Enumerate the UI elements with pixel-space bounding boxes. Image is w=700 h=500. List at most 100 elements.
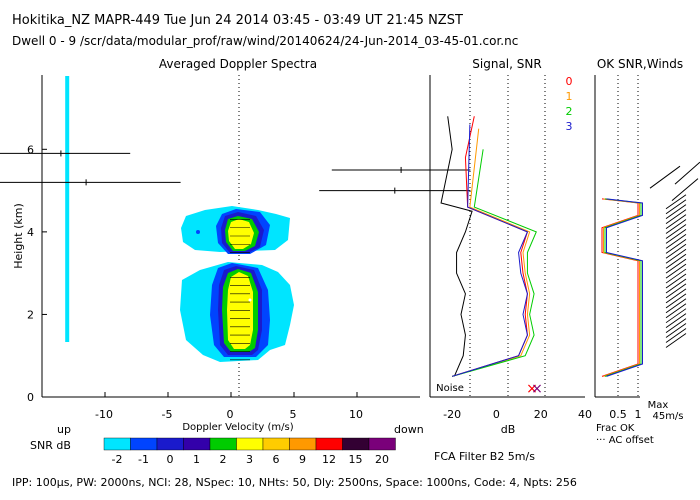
wind-barb bbox=[665, 318, 687, 333]
oksnr-ticks: 0.5 1 bbox=[609, 408, 641, 421]
colorbar-swatch bbox=[342, 437, 370, 451]
oksnr-series-line bbox=[603, 198, 640, 377]
colorbar-tick-label: -1 bbox=[138, 453, 149, 466]
colorbar-label: SNR dB bbox=[30, 439, 71, 452]
signal-xlabel: dB bbox=[501, 423, 516, 436]
oksnr-xtick-label: 1 bbox=[635, 408, 642, 421]
colorbar-swatch bbox=[209, 437, 237, 451]
colorbar-tick-label: 12 bbox=[322, 453, 336, 466]
spectrum-yellow-core bbox=[227, 219, 254, 349]
header-path: Dwell 0 - 9 /scr/data/modular_prof/raw/w… bbox=[12, 34, 518, 48]
wind-barb bbox=[665, 268, 687, 284]
colorbar-tick-label: 15 bbox=[349, 453, 363, 466]
doppler-xtick-label: 0 bbox=[227, 408, 234, 421]
signal-xtick-label: 40 bbox=[578, 408, 592, 421]
wind-barb bbox=[665, 273, 687, 289]
wind-barbs bbox=[649, 161, 700, 348]
colorbar-tick-label: 0 bbox=[167, 453, 174, 466]
oksnr-series-line bbox=[601, 198, 639, 377]
wind-barb bbox=[665, 288, 687, 304]
max-value: 45m/s bbox=[652, 411, 683, 422]
doppler-xtick-label: 5 bbox=[290, 408, 297, 421]
wind-barb bbox=[665, 313, 687, 329]
stray-mark bbox=[248, 298, 252, 302]
colorbar: SNR dB -2 -1 0 1 2 3 6 9 12 15 20 bbox=[30, 437, 396, 466]
legend-entry: 0 bbox=[566, 75, 573, 88]
wind-barb bbox=[665, 278, 687, 294]
signal-series-line bbox=[452, 149, 537, 377]
wind-barb bbox=[665, 204, 687, 220]
doppler-xtick-label: 10 bbox=[349, 408, 363, 421]
signal-series-line bbox=[440, 116, 473, 377]
colorbar-tick-label: 2 bbox=[220, 453, 227, 466]
signal-xtick-label: -20 bbox=[443, 408, 461, 421]
doppler-panel bbox=[0, 75, 471, 398]
wind-barb bbox=[665, 199, 687, 215]
noise-label: Noise bbox=[436, 383, 464, 394]
wind-barb bbox=[665, 238, 687, 254]
doppler-title: Averaged Doppler Spectra bbox=[159, 57, 317, 71]
wind-barb bbox=[665, 209, 687, 224]
signal-series-line bbox=[451, 128, 531, 377]
colorbar-tick-label: 6 bbox=[273, 453, 280, 466]
wind-barb bbox=[665, 308, 687, 324]
doppler-xtick-label: -10 bbox=[95, 408, 113, 421]
wind-barb bbox=[674, 161, 700, 185]
doppler-ytick-label: 6 bbox=[27, 143, 34, 156]
colorbar-swatch bbox=[262, 437, 290, 451]
colorbar-swatch bbox=[236, 437, 264, 451]
colorbar-swatch bbox=[315, 437, 343, 451]
legend-entry: 3 bbox=[566, 120, 573, 133]
colorbar-tick-label: 1 bbox=[193, 453, 200, 466]
snr-legend: 0 1 2 3 bbox=[566, 75, 573, 133]
signal-xtick-label: 20 bbox=[534, 408, 548, 421]
footer-params: IPP: 100µs, PW: 2000ns, NCI: 28, NSpec: … bbox=[12, 476, 577, 489]
wind-barb bbox=[665, 323, 687, 338]
stray-mark bbox=[196, 230, 200, 234]
wind-barb bbox=[665, 293, 687, 309]
header-title: Hokitika_NZ MAPR-449 Tue Jun 24 2014 03:… bbox=[12, 13, 463, 28]
legend-entry: 1 bbox=[566, 90, 573, 103]
signal-ticks: -20 0 20 40 bbox=[443, 408, 592, 421]
colorbar-swatch bbox=[289, 437, 317, 451]
max-label: Max bbox=[648, 400, 669, 411]
doppler-xlabel: Doppler Velocity (m/s) bbox=[182, 422, 293, 433]
wind-barb bbox=[665, 194, 687, 210]
doppler-ticks: -10 -5 0 5 10 0 2 4 6 bbox=[27, 143, 363, 421]
oksnr-xtick-label: 0.5 bbox=[609, 408, 627, 421]
colorbar-swatch bbox=[183, 437, 211, 451]
doppler-xtick-label: -5 bbox=[162, 408, 173, 421]
oksnr-series-line bbox=[606, 198, 643, 377]
oksnr-title: OK SNR,Winds bbox=[597, 57, 683, 71]
wind-barb bbox=[665, 333, 687, 348]
signal-xtick-label: 0 bbox=[493, 408, 500, 421]
wind-barb bbox=[665, 283, 687, 299]
colorbar-tick-label: 20 bbox=[375, 453, 389, 466]
wind-barb bbox=[665, 229, 687, 244]
wind-barb bbox=[665, 224, 687, 239]
wind-barb bbox=[665, 263, 687, 279]
wind-barb bbox=[665, 303, 687, 319]
doppler-ylabel: Height (km) bbox=[12, 203, 25, 269]
wind-barb bbox=[665, 214, 687, 229]
frac-ok-label: Frac OK bbox=[596, 423, 635, 434]
wind-barb bbox=[665, 248, 687, 264]
colorbar-tick-label: -2 bbox=[112, 453, 123, 466]
colorbar-swatch bbox=[103, 437, 131, 451]
up-label: up bbox=[57, 423, 71, 436]
wind-barb bbox=[665, 258, 687, 274]
ac-offset-label: ··· AC offset bbox=[596, 435, 654, 446]
wind-barb bbox=[665, 219, 687, 234]
fca-filter-label: FCA Filter B2 5m/s bbox=[434, 450, 535, 463]
wind-barb bbox=[665, 253, 687, 269]
oksnr-panel bbox=[594, 75, 643, 398]
wind-barb bbox=[649, 165, 681, 189]
snr-cross-marker: × bbox=[531, 381, 543, 397]
colorbar-swatch bbox=[368, 437, 396, 451]
wind-barb bbox=[665, 298, 687, 314]
signal-series-line bbox=[451, 124, 529, 377]
down-label: down bbox=[394, 423, 424, 436]
snr-cross-marker: × bbox=[526, 381, 538, 397]
